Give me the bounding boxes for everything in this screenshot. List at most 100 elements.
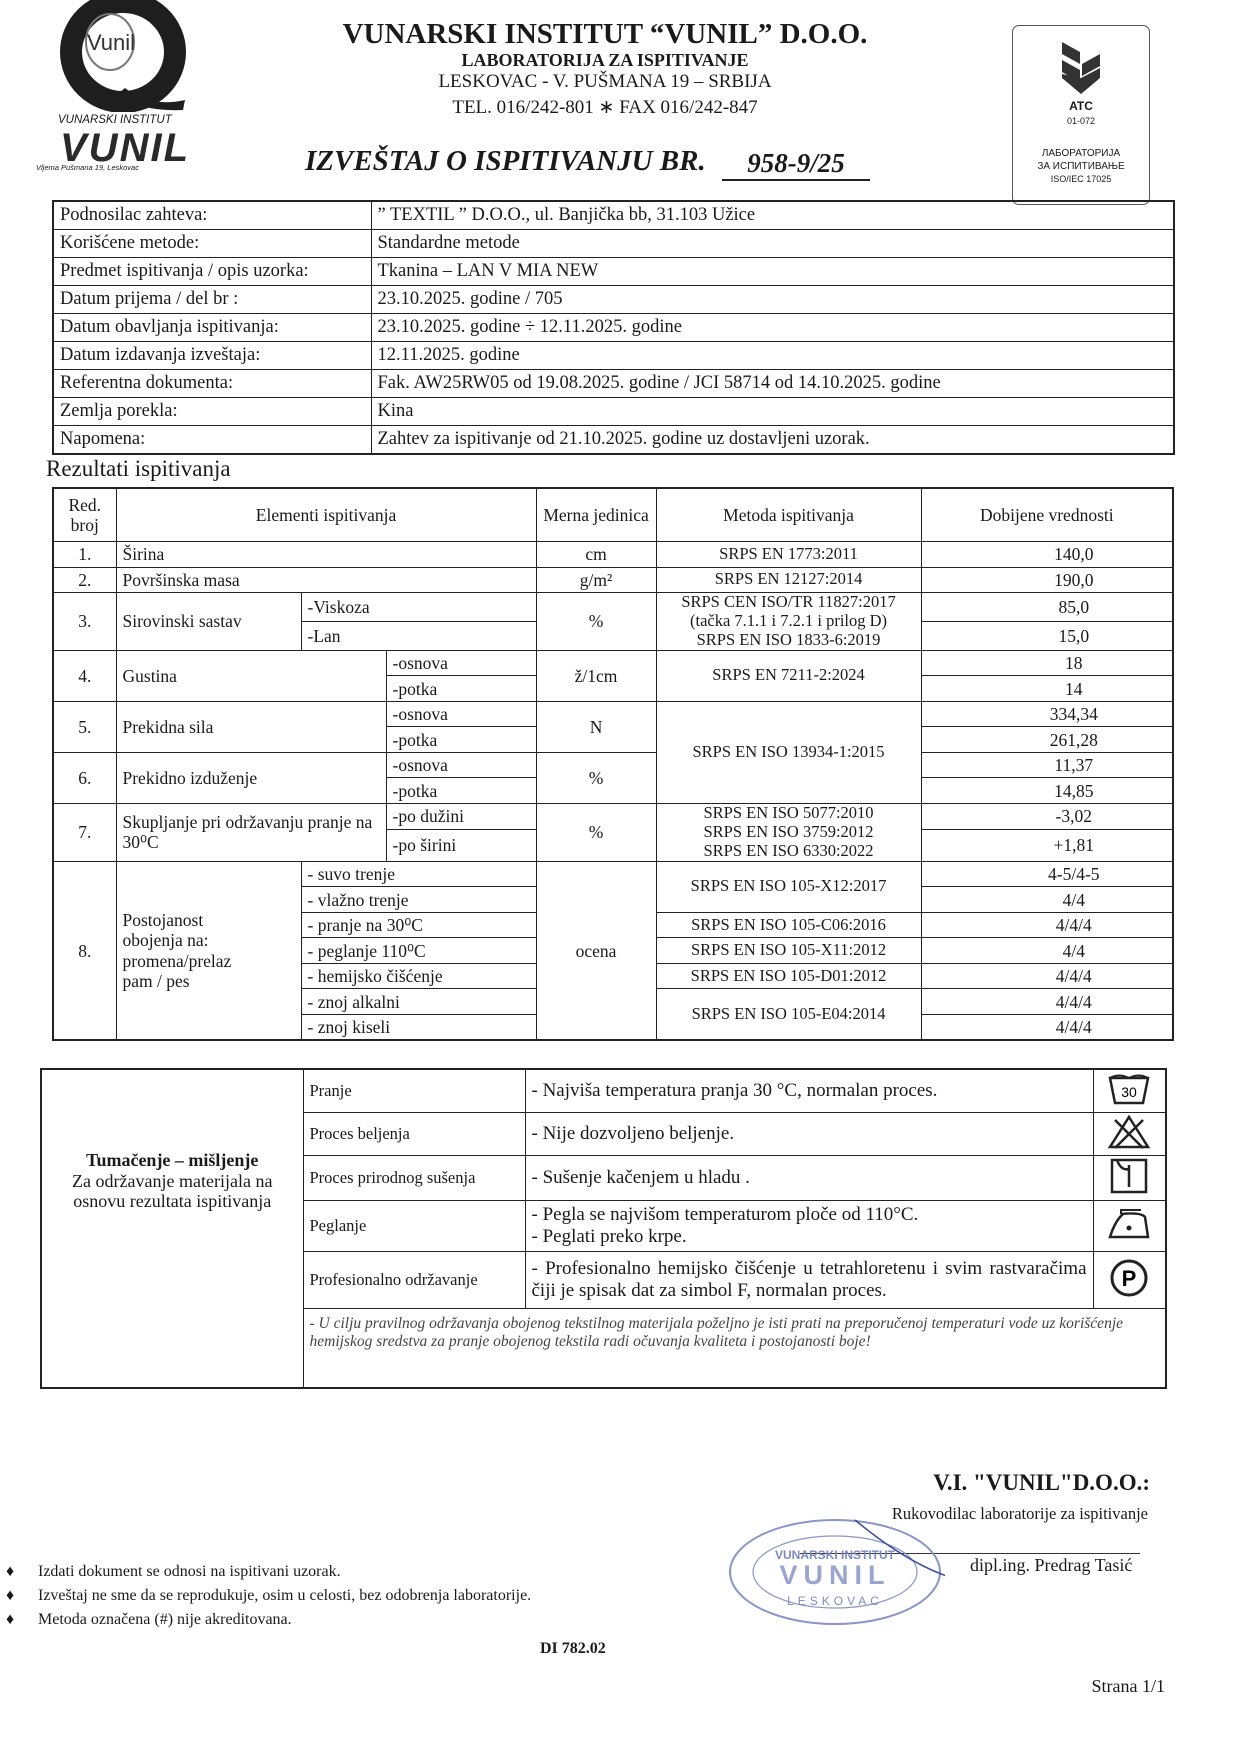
element: Širina xyxy=(115,541,537,568)
method: SRPS EN 1773:2011 xyxy=(655,541,922,568)
interpretation-subheading: Za održavanje materijala na osnovu rezul… xyxy=(72,1170,273,1212)
method: SRPS EN 7211-2:2024 xyxy=(655,649,922,702)
care-symbol-iron xyxy=(1108,1208,1150,1238)
care-text: - Nije dozvoljeno beljenje. xyxy=(524,1112,1094,1156)
care-symbol-wash: 30 xyxy=(1108,1074,1150,1104)
unit: N xyxy=(535,700,657,753)
logo-mark: Vunil xyxy=(87,30,135,55)
care-line: - Sušenje kačenjem u hladu . xyxy=(531,1167,750,1189)
unit: ocena xyxy=(535,860,657,1041)
logo-caption: VUNARSKI INSTITUT xyxy=(58,114,172,126)
care-symbol-bleach xyxy=(1107,1114,1151,1149)
care-text: - Sušenje kačenjem u hladu . xyxy=(524,1155,1094,1201)
care-label: Profesionalno održavanje xyxy=(302,1251,526,1309)
document-code: DI 782.02 xyxy=(540,1640,606,1657)
header-row: Red. broj Elementi ispitivanja Merna jed… xyxy=(52,487,1174,542)
value: 4/4/4 xyxy=(920,988,1174,1015)
value: 15,0 xyxy=(920,620,1174,651)
tr: - hemijsko čišćenje SRPS EN ISO 105-D01:… xyxy=(53,962,1174,990)
unit: g/m² xyxy=(535,566,657,593)
tr: 5. Prekidna sila -osnova N SRPS EN ISO 1… xyxy=(52,700,1174,804)
tr: 8. Postojanost obojenja na: promena/prel… xyxy=(52,860,1174,1041)
span: ♦ xyxy=(6,1563,15,1580)
care-line: - Najviša temperatura pranja 30 °C, norm… xyxy=(531,1080,938,1102)
accreditation-code: 01-072 xyxy=(1066,116,1096,126)
sub-element: -potka xyxy=(385,726,537,753)
circle xyxy=(1110,1259,1148,1297)
results-table: Red. broj Elementi ispitivanja Merna jed… xyxy=(52,487,1175,1042)
row-number: 1. xyxy=(52,541,117,568)
signature-name: dipl.ing. Predrag Tasić xyxy=(970,1555,1133,1575)
method: SRPS EN ISO 105-X12:2017 xyxy=(655,860,922,913)
element: Skupljanje pri održavanju pranje na 30⁰C xyxy=(115,802,387,862)
value: -3,02 xyxy=(920,802,1174,831)
tr: Tumačenje – mišljenje Za održavanje mate… xyxy=(40,1068,1167,1389)
info-label: Korišćene metode: xyxy=(52,229,372,258)
element: Prekidna sila xyxy=(115,700,387,753)
care-text: - Profesionalno hemijsko čišćenje u tetr… xyxy=(524,1251,1094,1309)
contact: TEL. 016/242-801 ∗ FAX 016/242-847 xyxy=(452,97,758,118)
care-symbol-cell: 30 xyxy=(1093,1068,1167,1113)
info-value: 23.10.2025. godine ÷ 12.11.2025. godine xyxy=(370,313,1175,342)
info-row: Datum prijema / del br :23.10.2025. godi… xyxy=(52,285,1175,314)
info-label: Datum prijema / del br : xyxy=(52,285,372,314)
ellipse xyxy=(60,0,186,112)
tbody: Tumačenje – mišljenje Za održavanje mate… xyxy=(40,1068,1167,1389)
tr: Profesionalno održavanje - Profesionalno… xyxy=(41,1251,1167,1309)
sub-element: - suvo trenje xyxy=(300,860,537,888)
row-number: 5. xyxy=(52,700,117,753)
method: SRPS EN 12127:2014 xyxy=(655,566,922,593)
method-line: (tačka 7.1.1 i 7.2.1 i prilog D) xyxy=(690,610,888,630)
info-row: Napomena: Zahtev za ispitivanje od 21.10.… xyxy=(52,425,1175,455)
method: SRPS EN ISO 5077:2010 SRPS EN ISO 3759:2… xyxy=(655,802,922,862)
sub-element: -Lan xyxy=(300,620,537,651)
path xyxy=(1108,1076,1150,1104)
row-number: 6. xyxy=(52,751,117,804)
value: 4/4/4 xyxy=(920,1013,1174,1041)
row-number: 3. xyxy=(52,592,117,651)
info-label: Predmet ispitivanja / opis uzorka: xyxy=(52,257,372,286)
sub-element: - vlažno trenje xyxy=(300,886,537,913)
value: +1,81 xyxy=(920,829,1174,862)
report-title: IZVEŠTAJ O ISPITIVANJU BR. xyxy=(305,145,706,177)
info-row: Zemlja porekla: Kina xyxy=(52,397,1175,426)
tr: 4. Gustina -osnova ž/1cm SRPS EN 7211-2:… xyxy=(52,649,1174,702)
tr: Proces prirodnog sušenja - Sušenje kačen… xyxy=(41,1155,1167,1201)
element: Sirovinski sastav xyxy=(115,592,302,651)
ellipse xyxy=(729,1519,941,1625)
info-value: Standardne metode xyxy=(370,229,1175,258)
info-row: Korišćene metode: Standardne metode xyxy=(52,229,1175,258)
sub-element: -potka xyxy=(385,675,537,702)
care-symbol-cell xyxy=(1093,1155,1167,1201)
unit: % xyxy=(535,751,657,804)
care-note: - U cilju pravilnog održavanja obojenog … xyxy=(309,1315,1124,1350)
value: 4/4 xyxy=(920,886,1174,913)
info-table: Podnosilac zahteva:” TEXTIL ” D.O.O., ul… xyxy=(52,200,1175,455)
sub-element: - hemijsko čišćenje xyxy=(300,962,537,990)
sub-element: - znoj kiseli xyxy=(300,1013,537,1041)
care-line: - Nije dozvoljeno beljenje. xyxy=(531,1123,735,1145)
care-line: - Pegla se najvišom temperaturom ploče o… xyxy=(531,1204,919,1226)
method: SRPS EN ISO 13934-1:2015 xyxy=(655,700,922,804)
method: SRPS CEN ISO/TR 11827:2017 (tačka 7.1.1 … xyxy=(655,592,922,651)
unit: % xyxy=(535,802,657,862)
info-label: Datum izdavanja izveštaja: xyxy=(52,341,372,370)
header-cell: Red. broj xyxy=(52,487,117,542)
element-line: obojenja na: xyxy=(122,930,209,951)
signature-line xyxy=(800,1553,1140,1554)
accreditation-line: ЛАБОРАТОРИЈА xyxy=(1041,148,1121,159)
care-symbol-text: 30 xyxy=(1121,1084,1137,1100)
tr: - znoj alkalni SRPS EN ISO 105-E04:2014 … xyxy=(53,988,1174,1041)
info-label: Zemlja porekla: xyxy=(52,397,372,426)
unit: cm xyxy=(535,541,657,568)
tr: Peglanje - Pegla se najvišom temperaturo… xyxy=(41,1200,1167,1252)
footer-note: ♦ Izdati dokument se odnosi na ispitivani… xyxy=(6,1560,531,1584)
footer-notes: ♦ Izdati dokument se odnosi na ispitivani… xyxy=(6,1560,531,1632)
method-line: SRPS CEN ISO/TR 11827:2017 xyxy=(681,592,896,611)
path xyxy=(1109,1074,1149,1079)
accreditation-badge: ATC 01-072 ЛАБОРАТОРИЈА ЗА ИСПИТИВАЊЕ IS… xyxy=(1012,25,1150,205)
path xyxy=(1120,1208,1142,1214)
span: ♦ xyxy=(6,1611,15,1628)
value: 261,28 xyxy=(920,726,1174,753)
